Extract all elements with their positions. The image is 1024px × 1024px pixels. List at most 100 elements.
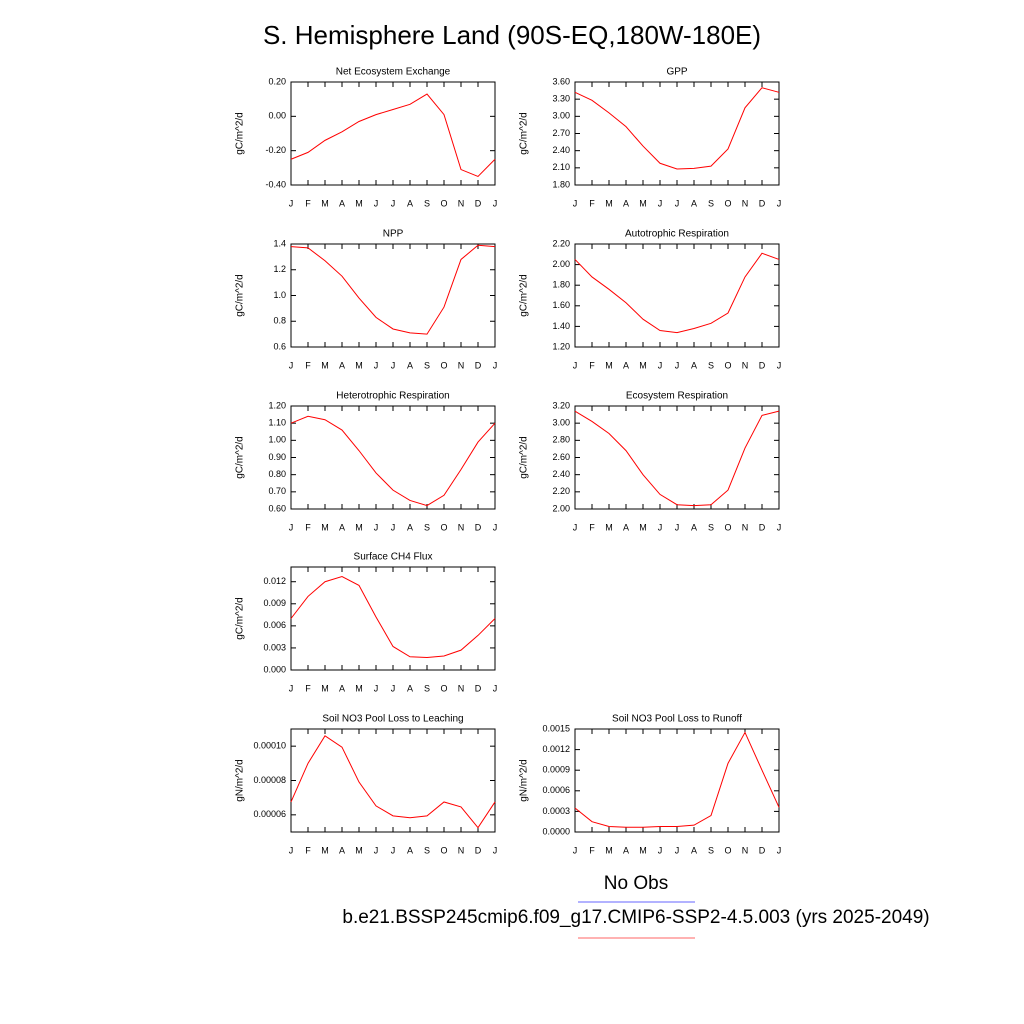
y-tick-label: 2.80 [552, 435, 570, 445]
y-tick-label: 2.00 [552, 503, 570, 513]
x-tick-label: A [623, 198, 629, 208]
x-tick-label: J [493, 360, 498, 370]
x-tick-label: J [675, 198, 680, 208]
x-tick-label: J [658, 845, 663, 855]
x-tick-label: A [339, 845, 345, 855]
x-tick-label: D [759, 845, 766, 855]
legend-label: b.e21.BSSP245cmip6.f09_g17.CMIP6-SSP2-4.… [342, 907, 929, 928]
x-tick-label: O [440, 683, 447, 693]
x-tick-label: S [424, 845, 430, 855]
y-tick-label: 1.20 [268, 400, 286, 410]
x-tick-label: O [724, 845, 731, 855]
y-tick-label: 2.00 [552, 259, 570, 269]
x-tick-label: J [374, 845, 379, 855]
y-tick-label: 1.10 [268, 418, 286, 428]
y-axis-label: gN/m^2/d [519, 759, 530, 802]
x-tick-label: F [589, 198, 595, 208]
data-line [574, 410, 780, 507]
y-tick-label: 0.003 [263, 642, 286, 652]
x-tick-label: J [493, 198, 498, 208]
x-tick-label: J [777, 198, 782, 208]
panel-title: Ecosystem Respiration [626, 391, 728, 402]
x-tick-label: S [708, 360, 714, 370]
x-tick-label: D [475, 198, 482, 208]
x-tick-label: J [777, 845, 782, 855]
x-tick-label: O [724, 198, 731, 208]
x-tick-label: M [605, 198, 613, 208]
x-tick-label: M [605, 360, 613, 370]
data-line [290, 244, 496, 335]
y-tick-label: 0.8 [273, 316, 286, 326]
x-tick-label: M [321, 198, 329, 208]
y-tick-label: 0.60 [268, 503, 286, 513]
y-tick-label: 2.40 [552, 145, 570, 155]
x-tick-label: S [424, 360, 430, 370]
panel-title: Net Ecosystem Exchange [336, 67, 451, 78]
x-tick-label: M [605, 845, 613, 855]
x-tick-label: S [424, 522, 430, 532]
x-tick-label: M [605, 522, 613, 532]
x-tick-label: J [289, 198, 294, 208]
data-line [574, 87, 780, 170]
y-axis-label: gC/m^2/d [519, 436, 530, 479]
x-tick-label: J [289, 845, 294, 855]
x-tick-label: A [407, 683, 413, 693]
x-tick-label: J [777, 360, 782, 370]
x-tick-label: A [339, 360, 345, 370]
y-tick-label: 1.2 [273, 264, 286, 274]
x-tick-label: A [623, 845, 629, 855]
panel-title: Soil NO3 Pool Loss to Leaching [322, 714, 463, 725]
legend-label: No Obs [604, 873, 668, 894]
x-tick-label: M [639, 198, 647, 208]
x-tick-label: J [289, 360, 294, 370]
x-tick-label: J [374, 522, 379, 532]
y-tick-label: 0.00 [268, 111, 286, 121]
x-tick-label: J [391, 522, 396, 532]
x-tick-label: O [440, 198, 447, 208]
x-tick-label: N [458, 522, 465, 532]
x-tick-label: N [458, 360, 465, 370]
x-tick-label: J [289, 683, 294, 693]
x-tick-label: D [475, 683, 482, 693]
x-tick-label: O [440, 522, 447, 532]
plot-frame [574, 81, 780, 186]
plot-frame [290, 405, 496, 510]
x-tick-label: D [759, 522, 766, 532]
x-tick-label: O [440, 845, 447, 855]
x-tick-label: A [339, 198, 345, 208]
y-tick-label: -0.20 [265, 145, 286, 155]
y-tick-label: 0.00010 [253, 741, 286, 751]
x-tick-label: J [374, 360, 379, 370]
y-tick-label: 2.70 [552, 128, 570, 138]
figure-title: S. Hemisphere Land (90S-EQ,180W-180E) [263, 20, 761, 50]
x-tick-label: N [742, 198, 749, 208]
y-tick-label: 3.00 [552, 111, 570, 121]
x-tick-label: A [339, 522, 345, 532]
y-tick-label: 1.4 [273, 238, 286, 248]
y-tick-label: 0.0009 [542, 765, 570, 775]
y-axis-label: gC/m^2/d [519, 274, 530, 317]
y-tick-label: 2.10 [552, 162, 570, 172]
x-tick-label: O [724, 522, 731, 532]
y-tick-label: 1.40 [552, 321, 570, 331]
x-tick-label: J [573, 845, 578, 855]
data-line [290, 93, 496, 178]
x-tick-label: J [493, 683, 498, 693]
x-tick-label: F [305, 845, 311, 855]
x-tick-label: S [424, 198, 430, 208]
y-tick-label: 2.20 [552, 238, 570, 248]
x-tick-label: J [374, 198, 379, 208]
y-tick-label: 0.90 [268, 452, 286, 462]
x-tick-label: A [623, 522, 629, 532]
x-tick-label: J [777, 522, 782, 532]
panel-title: NPP [383, 229, 404, 240]
x-tick-label: N [458, 198, 465, 208]
plot-frame [290, 243, 496, 348]
x-tick-label: F [589, 522, 595, 532]
x-tick-label: O [440, 360, 447, 370]
x-tick-label: A [691, 360, 697, 370]
y-tick-label: 1.80 [552, 280, 570, 290]
x-tick-label: F [305, 360, 311, 370]
x-tick-label: O [724, 360, 731, 370]
